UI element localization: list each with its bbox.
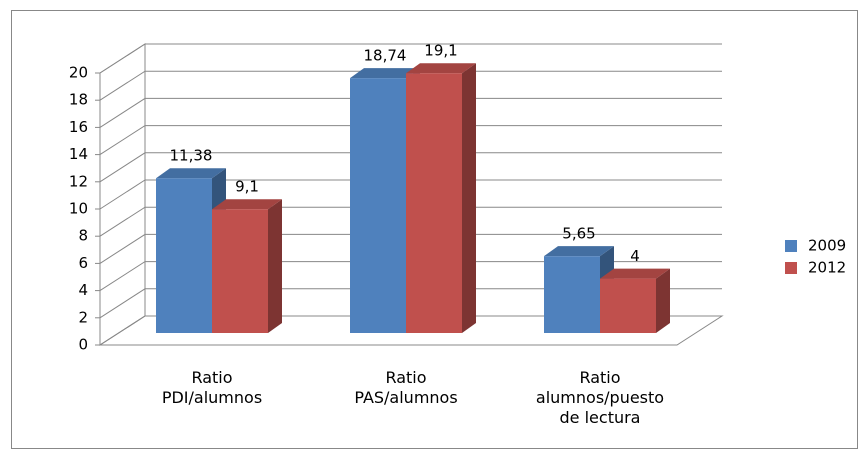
y-tick-label: 16: [69, 118, 88, 136]
x-tick-label: Ratio PDI/alumnos: [161, 368, 263, 407]
y-tick-label: 2: [78, 308, 88, 326]
bar-side: [268, 199, 282, 333]
data-label: 18,74: [364, 47, 407, 65]
x-tick-label: Ratio PAS/alumnos: [354, 368, 458, 407]
bar: [406, 73, 462, 334]
bar-side: [462, 63, 476, 334]
bar-top: [212, 199, 282, 210]
grid-line: [99, 125, 722, 156]
grid-line: [99, 315, 722, 346]
bar: [350, 78, 406, 333]
bar-side: [656, 268, 670, 333]
bar: [156, 178, 212, 333]
bar-top: [350, 68, 420, 79]
grid-line: [99, 152, 722, 183]
bar-top: [406, 63, 476, 74]
y-tick-label: 12: [69, 172, 88, 190]
grid-line: [99, 43, 722, 74]
data-label: 19,1: [424, 42, 457, 60]
y-tick-label: 14: [69, 145, 88, 163]
data-label: 5,65: [562, 225, 595, 243]
data-label: 9,1: [235, 178, 259, 196]
y-tick-label: 18: [69, 91, 88, 109]
y-tick-label: 8: [78, 227, 88, 245]
y-tick-label: 10: [69, 200, 88, 218]
x-tick-label: Ratio alumnos/puesto de lectura: [535, 368, 665, 427]
bar: [600, 278, 656, 333]
y-tick-label: 4: [78, 281, 88, 299]
y-tick-label: 20: [69, 64, 88, 82]
bar-top: [156, 168, 226, 179]
grid-line: [99, 288, 722, 319]
y-tick-label: 6: [78, 254, 88, 272]
data-label: 4: [630, 247, 640, 265]
legend-label: 2009: [808, 237, 846, 255]
legend-swatch: [785, 240, 797, 252]
legend-label: 2012: [808, 259, 846, 277]
bar-top: [600, 268, 670, 279]
bar: [212, 209, 268, 333]
grid-line: [99, 97, 722, 128]
grid-line: [99, 179, 722, 210]
grid-line: [99, 70, 722, 101]
bar: [544, 256, 600, 333]
grid-line: [99, 261, 722, 292]
y-tick-label: 0: [78, 336, 88, 354]
grid-line: [99, 233, 722, 264]
bar-top: [544, 246, 614, 257]
legend-swatch: [785, 262, 797, 274]
grid-line: [99, 206, 722, 237]
data-label: 11,38: [170, 147, 213, 165]
